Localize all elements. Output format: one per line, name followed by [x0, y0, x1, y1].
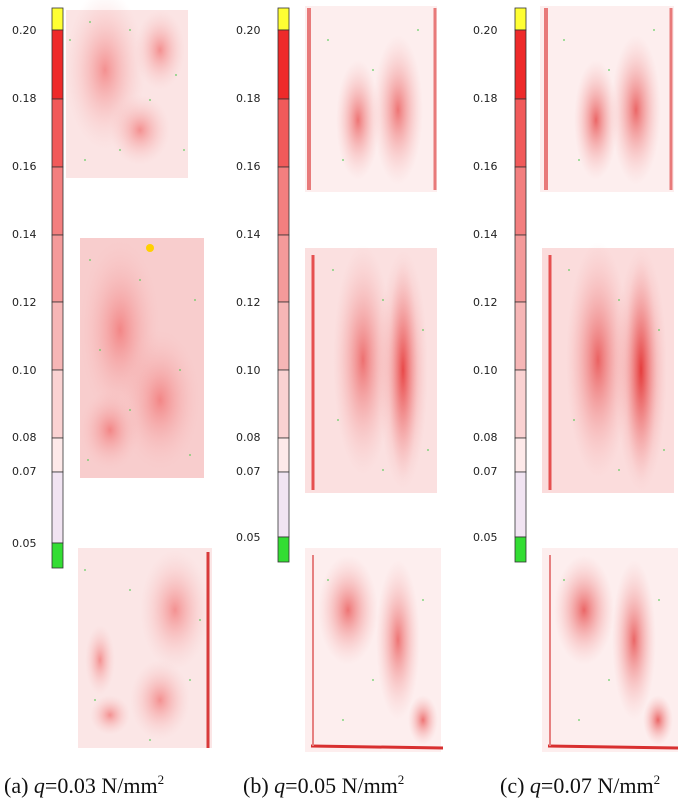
- colorbar-tick-0.12: 0.12: [236, 296, 261, 309]
- colorbar-tick-0.16: 0.16: [473, 160, 498, 173]
- colorbar-tick-0.16: 0.16: [12, 160, 37, 173]
- contour-map-c: [514, 6, 679, 752]
- panel-b: 0.20 0.18 0.16 0.14 0.12 0.10 0.08 0.07 …: [233, 0, 466, 805]
- colorbar: [51, 7, 64, 569]
- colorbar-tick-0.08: 0.08: [12, 431, 37, 444]
- caption-value: =0.07 N/mm: [540, 773, 654, 798]
- middle-block: [542, 242, 674, 493]
- colorbar-tick-0.14: 0.14: [236, 228, 261, 241]
- colorbar-tick-0.10: 0.10: [236, 364, 261, 377]
- panel-caption-c: (c) q=0.07 N/mm2: [500, 772, 660, 799]
- colorbar-tick-0.14: 0.14: [473, 228, 498, 241]
- contour-map-a: [51, 0, 212, 748]
- caption-value: =0.05 N/mm: [285, 773, 398, 798]
- caption-exponent: 2: [157, 772, 165, 787]
- colorbar-tick-0.20: 0.20: [12, 24, 37, 37]
- caption-prefix: (a): [4, 773, 29, 798]
- upper-block: [540, 6, 674, 192]
- middle-block: [80, 238, 204, 478]
- panel-a: 0.20 0.18 0.16 0.14 0.12 0.10 0.08 0.07 …: [0, 0, 233, 805]
- speckle-pattern: [69, 21, 201, 741]
- colorbar-tick-0.08: 0.08: [473, 431, 498, 444]
- panel-c: 0.20 0.18 0.16 0.14 0.12 0.10 0.08 0.07 …: [466, 0, 699, 805]
- caption-q-symbol: q: [33, 773, 45, 798]
- speckle-pattern: [327, 29, 429, 721]
- caption-q-symbol: q: [274, 773, 286, 798]
- speckle-pattern: [563, 29, 665, 721]
- lower-block: [78, 548, 212, 748]
- colorbar-tick-0.12: 0.12: [473, 296, 498, 309]
- colorbar-tick-0.05: 0.05: [236, 531, 261, 544]
- colorbar-tick-0.07: 0.07: [473, 465, 498, 478]
- colorbar: [514, 7, 527, 563]
- lower-block: [305, 548, 444, 752]
- contour-map-b: [277, 6, 444, 752]
- colorbar-tick-0.18: 0.18: [236, 92, 261, 105]
- colorbar-tick-0.20: 0.20: [473, 24, 498, 37]
- upper-block: [305, 6, 437, 192]
- colorbar-tick-0.07: 0.07: [12, 465, 37, 478]
- lower-block: [542, 548, 679, 752]
- caption-exponent: 2: [397, 772, 405, 787]
- upper-block: [65, 0, 188, 178]
- colorbar-tick-0.10: 0.10: [473, 364, 498, 377]
- colorbar-tick-0.18: 0.18: [473, 92, 498, 105]
- colorbar-tick-0.05: 0.05: [473, 531, 498, 544]
- colorbar-tick-0.07: 0.07: [236, 465, 261, 478]
- middle-block: [305, 245, 437, 493]
- caption-exponent: 2: [653, 772, 661, 787]
- colorbar-tick-0.05: 0.05: [12, 537, 37, 550]
- colorbar-tick-0.10: 0.10: [12, 364, 37, 377]
- colorbar-tick-0.14: 0.14: [12, 228, 37, 241]
- colorbar-tick-0.12: 0.12: [12, 296, 37, 309]
- colorbar-tick-0.08: 0.08: [236, 431, 261, 444]
- panel-caption-b: (b) q=0.05 N/mm2: [243, 772, 404, 799]
- panel-caption-a: (a) q=0.03 N/mm2: [4, 772, 164, 799]
- caption-prefix: (b): [243, 773, 269, 798]
- colorbar-tick-0.20: 0.20: [236, 24, 261, 37]
- colorbar-tick-0.18: 0.18: [12, 92, 37, 105]
- colorbar: [277, 7, 290, 563]
- colorbar-tick-0.16: 0.16: [236, 160, 261, 173]
- caption-prefix: (c): [500, 773, 525, 798]
- caption-q-symbol: q: [529, 773, 541, 798]
- caption-value: =0.03 N/mm: [44, 773, 158, 798]
